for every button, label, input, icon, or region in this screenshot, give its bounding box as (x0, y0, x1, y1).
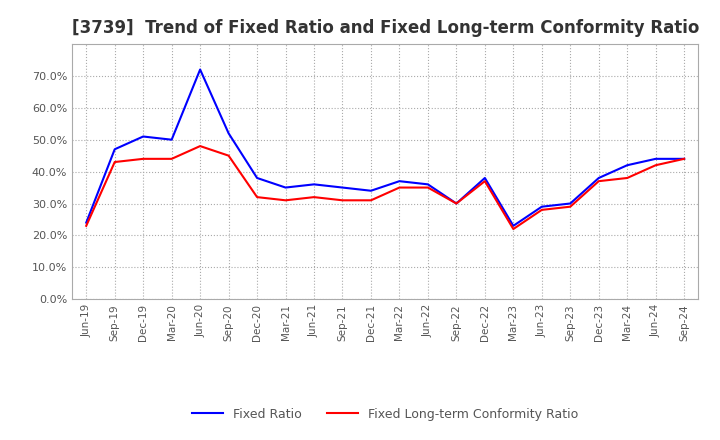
Fixed Ratio (566, 201, 575, 206)
Fixed Ratio (110, 147, 119, 152)
Fixed Ratio (196, 67, 204, 72)
Fixed Long-term Conformity Ratio (680, 156, 688, 161)
Fixed Ratio (652, 156, 660, 161)
Fixed Long-term Conformity Ratio (623, 175, 631, 180)
Fixed Long-term Conformity Ratio (366, 198, 375, 203)
Fixed Long-term Conformity Ratio (82, 223, 91, 228)
Fixed Long-term Conformity Ratio (196, 143, 204, 149)
Fixed Ratio (139, 134, 148, 139)
Fixed Ratio (366, 188, 375, 194)
Fixed Ratio (310, 182, 318, 187)
Fixed Ratio (167, 137, 176, 142)
Fixed Long-term Conformity Ratio (480, 179, 489, 184)
Line: Fixed Ratio: Fixed Ratio (86, 70, 684, 226)
Fixed Ratio (680, 156, 688, 161)
Fixed Long-term Conformity Ratio (509, 226, 518, 231)
Fixed Ratio (480, 175, 489, 180)
Legend: Fixed Ratio, Fixed Long-term Conformity Ratio: Fixed Ratio, Fixed Long-term Conformity … (187, 403, 583, 425)
Line: Fixed Long-term Conformity Ratio: Fixed Long-term Conformity Ratio (86, 146, 684, 229)
Fixed Long-term Conformity Ratio (395, 185, 404, 190)
Fixed Ratio (595, 175, 603, 180)
Title: [3739]  Trend of Fixed Ratio and Fixed Long-term Conformity Ratio: [3739] Trend of Fixed Ratio and Fixed Lo… (71, 19, 699, 37)
Fixed Ratio (509, 223, 518, 228)
Fixed Long-term Conformity Ratio (310, 194, 318, 200)
Fixed Long-term Conformity Ratio (338, 198, 347, 203)
Fixed Long-term Conformity Ratio (652, 162, 660, 168)
Fixed Ratio (395, 179, 404, 184)
Fixed Ratio (253, 175, 261, 180)
Fixed Long-term Conformity Ratio (139, 156, 148, 161)
Fixed Long-term Conformity Ratio (282, 198, 290, 203)
Fixed Long-term Conformity Ratio (595, 179, 603, 184)
Fixed Long-term Conformity Ratio (537, 207, 546, 213)
Fixed Long-term Conformity Ratio (167, 156, 176, 161)
Fixed Ratio (282, 185, 290, 190)
Fixed Ratio (225, 131, 233, 136)
Fixed Ratio (423, 182, 432, 187)
Fixed Long-term Conformity Ratio (110, 159, 119, 165)
Fixed Long-term Conformity Ratio (225, 153, 233, 158)
Fixed Long-term Conformity Ratio (423, 185, 432, 190)
Fixed Long-term Conformity Ratio (566, 204, 575, 209)
Fixed Ratio (623, 162, 631, 168)
Fixed Ratio (452, 201, 461, 206)
Fixed Ratio (338, 185, 347, 190)
Fixed Ratio (82, 220, 91, 225)
Fixed Long-term Conformity Ratio (452, 201, 461, 206)
Fixed Long-term Conformity Ratio (253, 194, 261, 200)
Fixed Ratio (537, 204, 546, 209)
